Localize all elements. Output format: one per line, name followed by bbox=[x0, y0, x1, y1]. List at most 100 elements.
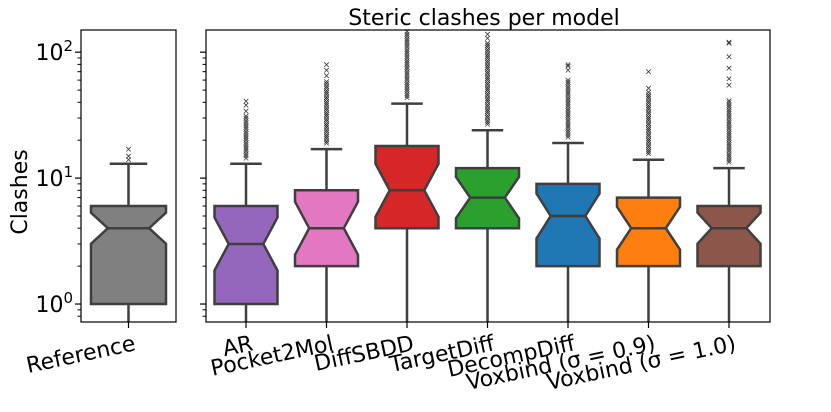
outlier-marker: × bbox=[484, 78, 492, 88]
outlier-marker: × bbox=[323, 88, 331, 98]
outlier-marker: × bbox=[323, 132, 331, 142]
outlier-marker: × bbox=[242, 149, 250, 159]
outlier-marker: × bbox=[484, 56, 492, 66]
outlier-marker: × bbox=[564, 124, 572, 134]
outlier-marker: × bbox=[323, 60, 331, 70]
outlier-marker: × bbox=[645, 110, 653, 120]
outlier-marker: × bbox=[484, 50, 492, 60]
outlier-marker: × bbox=[725, 38, 733, 48]
models-panel: ××××××××××××××××××××××××××××××××××××××××… bbox=[205, 28, 771, 323]
outlier-marker: × bbox=[645, 148, 653, 158]
outlier-marker: × bbox=[484, 111, 492, 121]
outlier-marker: × bbox=[645, 99, 653, 109]
outlier-marker: × bbox=[323, 93, 331, 103]
box-body bbox=[615, 196, 682, 268]
outlier-marker: × bbox=[484, 120, 492, 130]
outlier-marker: × bbox=[484, 83, 492, 93]
outlier-marker: × bbox=[484, 105, 492, 115]
outlier-marker: × bbox=[242, 141, 250, 151]
outlier-marker: × bbox=[564, 118, 572, 128]
outlier-marker: × bbox=[242, 130, 250, 140]
outlier-marker: × bbox=[242, 119, 250, 129]
outlier-marker: × bbox=[564, 91, 572, 101]
outlier-marker: × bbox=[323, 126, 331, 136]
outlier-marker: × bbox=[645, 88, 653, 98]
outlier-marker: × bbox=[645, 104, 653, 114]
outlier-marker: × bbox=[484, 116, 492, 126]
outlier-marker: × bbox=[725, 156, 733, 166]
outlier-marker: × bbox=[403, 89, 411, 99]
outlier-marker: × bbox=[725, 134, 733, 144]
outlier-marker: × bbox=[323, 91, 331, 101]
outlier-marker: × bbox=[645, 141, 653, 151]
box-body bbox=[535, 182, 601, 268]
outlier-marker: × bbox=[403, 32, 411, 42]
outlier-marker: × bbox=[484, 43, 492, 53]
box-ar: ××××××××××××××××××××××× bbox=[213, 97, 279, 322]
outlier-marker: × bbox=[645, 123, 653, 133]
outlier-marker: × bbox=[323, 113, 331, 123]
outlier-marker: × bbox=[725, 101, 733, 111]
outlier-marker: × bbox=[725, 121, 733, 131]
outlier-marker: × bbox=[323, 106, 331, 116]
box-voxbind-1-0-: ××××××××××××××××××××××××××××××××××× bbox=[696, 38, 762, 322]
outlier-marker: × bbox=[645, 115, 653, 125]
outlier-marker: × bbox=[484, 96, 492, 106]
outlier-marker: × bbox=[323, 108, 331, 118]
outlier-marker: × bbox=[403, 87, 411, 97]
outlier-marker: × bbox=[484, 74, 492, 84]
outlier-marker: × bbox=[242, 134, 250, 144]
box-targetdiff: ×××××××××××××××××××××××××××××××××××××××× bbox=[454, 30, 521, 322]
outlier-marker: × bbox=[323, 84, 331, 94]
outlier-marker: × bbox=[645, 137, 653, 147]
outlier-marker: × bbox=[725, 119, 733, 129]
outlier-marker: × bbox=[564, 87, 572, 97]
outlier-marker: × bbox=[645, 97, 653, 107]
outlier-marker: × bbox=[323, 135, 331, 145]
outlier-marker: × bbox=[564, 102, 572, 112]
outlier-marker: × bbox=[242, 143, 250, 153]
outlier-marker: × bbox=[242, 127, 250, 137]
outlier-marker: × bbox=[725, 149, 733, 159]
outlier-marker: × bbox=[323, 104, 331, 114]
outlier-marker: × bbox=[645, 117, 653, 127]
outlier-marker: × bbox=[725, 53, 733, 63]
outlier-marker: × bbox=[484, 45, 492, 55]
outlier-marker: × bbox=[242, 116, 250, 126]
outlier-marker: × bbox=[403, 58, 411, 68]
outlier-marker: × bbox=[725, 81, 733, 91]
outlier-marker: × bbox=[564, 100, 572, 110]
box-decompdiff: ×××××××××××××××××××××××××××××× bbox=[535, 60, 601, 322]
outlier-marker: × bbox=[564, 60, 572, 70]
outlier-marker: × bbox=[725, 64, 733, 74]
outlier-marker: × bbox=[242, 114, 250, 124]
outlier-marker: × bbox=[323, 124, 331, 134]
outlier-marker: × bbox=[323, 110, 331, 120]
x-tick-label: Reference bbox=[24, 331, 138, 378]
outlier-marker: × bbox=[564, 131, 572, 141]
outlier-marker: × bbox=[564, 82, 572, 92]
outlier-marker: × bbox=[403, 28, 411, 38]
outlier-marker: × bbox=[323, 66, 331, 76]
outlier-marker: × bbox=[564, 62, 572, 72]
outlier-marker: × bbox=[564, 78, 572, 88]
outlier-marker: × bbox=[242, 125, 250, 135]
outlier-marker: × bbox=[645, 93, 653, 103]
outlier-marker: × bbox=[403, 80, 411, 90]
box-reference: ××× bbox=[89, 145, 168, 322]
outlier-marker: × bbox=[564, 113, 572, 123]
outlier-marker: × bbox=[725, 138, 733, 148]
reference-panel: ××× bbox=[80, 29, 177, 323]
outlier-marker: × bbox=[645, 128, 653, 138]
outlier-marker: × bbox=[645, 150, 653, 160]
outlier-marker: × bbox=[645, 84, 653, 94]
outlier-marker: × bbox=[564, 96, 572, 106]
outlier-marker: × bbox=[564, 122, 572, 132]
outlier-marker: × bbox=[725, 154, 733, 164]
outlier-marker: × bbox=[484, 76, 492, 86]
outlier-marker: × bbox=[725, 136, 733, 146]
outlier-marker: × bbox=[323, 119, 331, 129]
outlier-marker: × bbox=[645, 112, 653, 122]
outlier-marker: × bbox=[403, 91, 411, 101]
